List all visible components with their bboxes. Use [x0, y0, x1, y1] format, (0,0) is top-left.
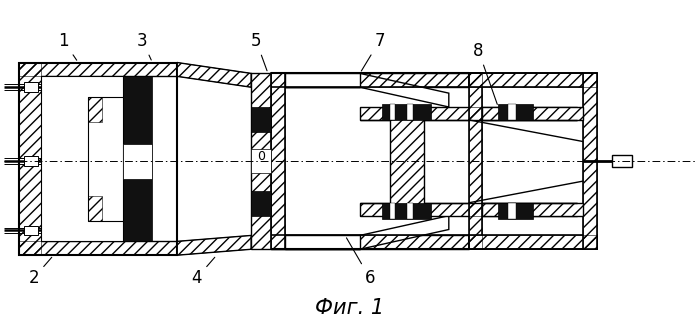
- Text: 6: 6: [346, 238, 375, 287]
- Bar: [508, 104, 516, 120]
- Bar: [468, 235, 597, 249]
- Bar: [498, 104, 533, 120]
- Bar: [19, 63, 177, 76]
- Bar: [382, 104, 431, 120]
- Bar: [360, 107, 578, 120]
- Bar: [482, 107, 583, 120]
- Bar: [468, 73, 597, 87]
- Polygon shape: [285, 73, 360, 87]
- Text: 3: 3: [137, 32, 151, 60]
- Bar: [271, 73, 285, 249]
- Bar: [271, 73, 360, 87]
- Bar: [271, 73, 468, 87]
- Bar: [271, 73, 360, 87]
- Bar: [19, 63, 177, 255]
- Bar: [251, 107, 271, 132]
- Text: 4: 4: [192, 257, 215, 287]
- Bar: [360, 203, 578, 216]
- Bar: [271, 73, 468, 87]
- Polygon shape: [360, 73, 449, 107]
- Bar: [251, 73, 271, 249]
- Bar: [251, 191, 271, 216]
- Bar: [482, 203, 583, 216]
- Bar: [407, 104, 413, 120]
- Bar: [389, 107, 424, 216]
- Text: 1: 1: [58, 32, 77, 60]
- Polygon shape: [177, 63, 251, 87]
- Bar: [271, 235, 360, 249]
- Bar: [382, 203, 431, 219]
- Text: 0: 0: [257, 150, 265, 163]
- Bar: [19, 63, 41, 255]
- Bar: [407, 203, 413, 219]
- Bar: [271, 235, 360, 249]
- Text: 5: 5: [251, 32, 267, 71]
- Bar: [19, 241, 177, 255]
- Text: Фиг. 1: Фиг. 1: [316, 297, 384, 318]
- Bar: [482, 203, 583, 216]
- Bar: [24, 225, 38, 235]
- Bar: [271, 235, 468, 249]
- Bar: [583, 73, 597, 249]
- Bar: [468, 73, 482, 249]
- Bar: [24, 156, 38, 166]
- Bar: [88, 97, 122, 221]
- Bar: [24, 82, 38, 92]
- Bar: [389, 104, 396, 120]
- Bar: [271, 73, 285, 249]
- Bar: [360, 203, 578, 216]
- Bar: [271, 235, 468, 249]
- Bar: [468, 73, 482, 249]
- Bar: [88, 97, 102, 122]
- Bar: [389, 203, 396, 219]
- Bar: [389, 107, 424, 216]
- Text: 2: 2: [29, 257, 52, 287]
- Bar: [612, 155, 631, 167]
- Bar: [360, 107, 578, 120]
- Bar: [251, 73, 271, 249]
- Text: 8: 8: [473, 42, 497, 104]
- Polygon shape: [177, 235, 251, 255]
- Bar: [498, 203, 533, 219]
- Bar: [360, 120, 578, 203]
- Bar: [482, 107, 583, 120]
- Bar: [88, 196, 102, 221]
- Polygon shape: [360, 216, 449, 249]
- Bar: [122, 76, 153, 241]
- Bar: [122, 143, 153, 179]
- Bar: [468, 235, 597, 249]
- Bar: [468, 73, 597, 87]
- Bar: [271, 73, 360, 87]
- Bar: [251, 150, 271, 173]
- Polygon shape: [285, 235, 360, 249]
- Text: 7: 7: [361, 32, 385, 71]
- Bar: [508, 203, 516, 219]
- Bar: [583, 73, 597, 249]
- Bar: [41, 76, 122, 241]
